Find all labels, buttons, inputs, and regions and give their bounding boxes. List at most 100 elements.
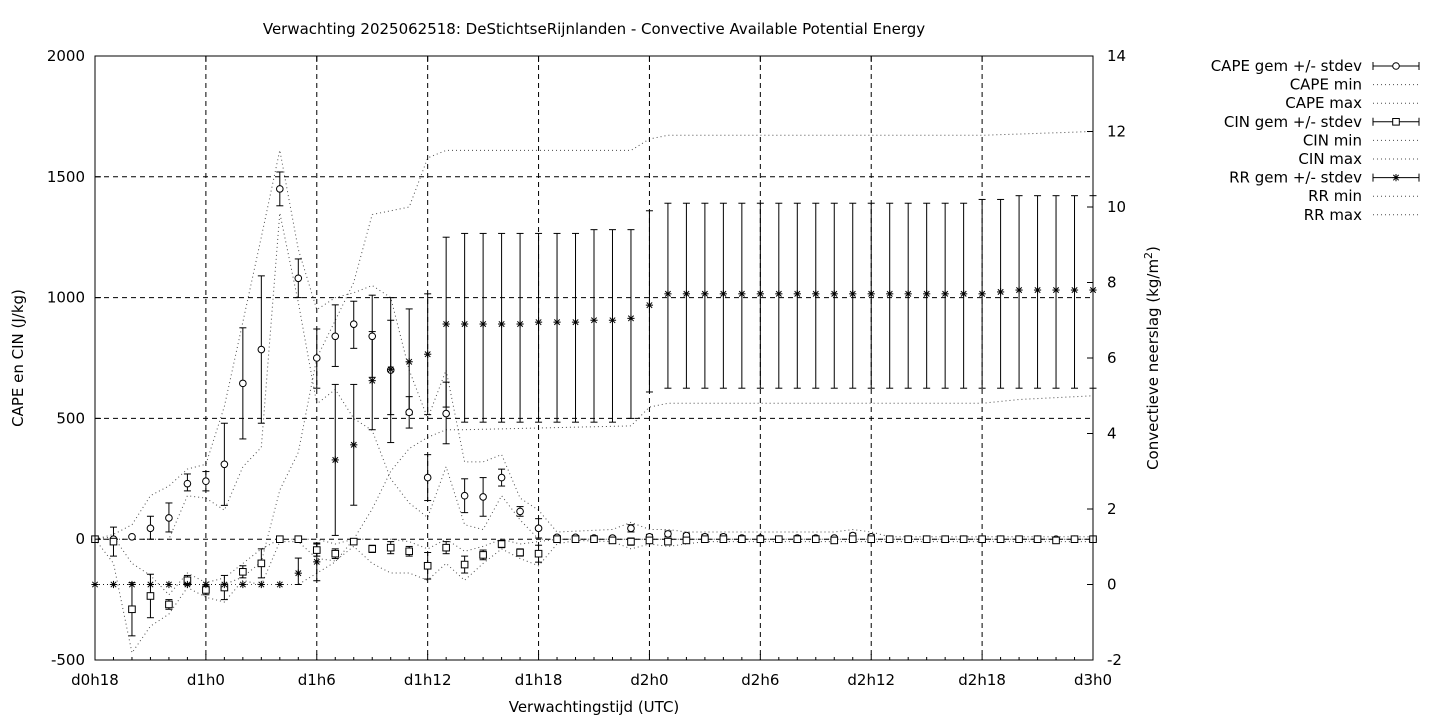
y-right-tick-label: 14 <box>1107 47 1126 65</box>
rr-gem-stdev-point <box>645 301 654 309</box>
rr-gem-stdev-point <box>1015 286 1023 294</box>
cin-gem-stdev-point <box>590 535 598 544</box>
legend-label: RR max <box>1304 206 1362 224</box>
rr-gem-stdev-point <box>701 290 709 298</box>
rr-gem-stdev-point <box>313 558 321 566</box>
cape-gem-stdev-point <box>220 460 229 469</box>
cin-gem-stdev-point <box>701 535 709 544</box>
cin-gem-stdev-point <box>553 535 561 544</box>
cin-gem-stdev-point <box>608 536 617 545</box>
min-max-curves <box>94 131 1094 655</box>
axis-ticks: d0h18 d1h0 d1h6 d1h12 d1h18 d2h0 d2h6 d2h12 d2h1… <box>47 47 1126 689</box>
cin-gem-stdev-point <box>423 561 432 570</box>
rr-gem-stdev-point <box>442 320 450 328</box>
cin-gem-stdev-point <box>331 549 340 558</box>
rr-gem-stdev-point <box>461 320 469 328</box>
rr-gem-stdev-errbar <box>590 229 598 423</box>
x-axis-label: Verwachtingstijd (UTC) <box>509 698 680 716</box>
rr-gem-stdev-point <box>350 441 358 449</box>
legend-label: CAPE min <box>1290 76 1362 94</box>
cin-gem-stdev-point <box>1052 536 1060 545</box>
legend-sample <box>1372 62 1420 70</box>
rr-gem-stdev-errbar <box>627 229 635 419</box>
cin-gem-stdev-point <box>479 551 487 559</box>
y-left-tick-label: 1000 <box>47 289 85 307</box>
rr-gem-stdev-point <box>387 365 395 373</box>
rr-gem-stdev-point <box>368 377 376 385</box>
cape-gem-stdev-point <box>239 379 247 388</box>
cin-max-line <box>94 536 1093 596</box>
x-tick-label: d2h18 <box>958 671 1006 689</box>
rr-gem-stdev-point <box>553 318 561 326</box>
cin-gem-stdev-point <box>830 536 839 545</box>
legend-label: RR min <box>1308 187 1362 205</box>
y-left-tick-label: 1500 <box>47 168 85 186</box>
cin-gem-stdev-point <box>165 600 173 609</box>
cin-gem-stdev-point <box>885 535 894 544</box>
rr-gem-stdev-point <box>608 316 617 324</box>
cape-gem-stdev-point <box>460 491 469 500</box>
rr-gem-stdev-point <box>867 290 875 298</box>
cin-gem-stdev-point <box>1015 535 1023 544</box>
cin-gem-stdev-point <box>294 535 303 544</box>
cin-gem-stdev-point <box>349 537 358 546</box>
cin-gem-stdev-point <box>276 535 284 544</box>
legend-label: CAPE max <box>1285 94 1362 112</box>
cin-gem-stdev-point <box>442 543 450 552</box>
cin-gem-stdev-point <box>645 536 654 545</box>
cape-gem-stdev-point <box>257 345 266 354</box>
cin-gem-stdev-point <box>368 545 377 553</box>
y-right-tick-label: 12 <box>1107 123 1126 141</box>
rr-gem-stdev-point <box>590 316 598 324</box>
y-left-tick-label: -500 <box>51 651 85 669</box>
cin-min-line <box>94 538 1093 655</box>
cin-gem-stdev-point <box>571 535 580 544</box>
y-right-tick-label: 2 <box>1107 500 1117 518</box>
cin-gem-stdev-point <box>257 559 266 568</box>
rr-gem-stdev-point <box>405 358 413 366</box>
cin-gem-stdev-point <box>959 535 968 544</box>
cin-gem-stdev-point <box>811 535 820 544</box>
rr-gem-stdev-point <box>996 288 1005 296</box>
rr-gem-stdev-point <box>775 290 783 298</box>
rr-gem-stdev-point <box>793 290 801 298</box>
rr-gem-stdev-point <box>978 290 986 298</box>
y-axis-left-label: CAPE en CIN (J/kg) <box>9 289 27 427</box>
x-tick-label: d0h18 <box>71 671 119 689</box>
x-tick-label: d2h0 <box>630 671 668 689</box>
rr-gem-stdev-point <box>941 290 949 298</box>
cin-gem-stdev-point <box>405 547 413 556</box>
rr-gem-stdev-point <box>202 580 210 589</box>
legend-label: RR gem +/- stdev <box>1229 169 1362 187</box>
cin-gem-stdev-point <box>146 592 155 600</box>
cape-gem-stdev-point <box>146 524 155 533</box>
cape-gem-stdev-point <box>276 185 284 193</box>
cape-gem-stdev-point <box>405 408 413 417</box>
cin-gem-stdev-point <box>386 543 395 552</box>
rr-gem-stdev-errbar <box>516 232 524 423</box>
cape-gem-stdev-point <box>664 530 672 538</box>
rr-gem-stdev-point <box>738 290 746 298</box>
x-tick-label: d2h12 <box>847 671 895 689</box>
legend-label: CIN min <box>1303 131 1362 149</box>
cape-gem-stdev-point <box>312 354 321 362</box>
legend-label: CIN gem +/- stdev <box>1224 113 1362 131</box>
rr-gem-stdev-point <box>664 290 672 298</box>
cin-gem-stdev-point <box>1033 535 1042 544</box>
cin-gem-stdev-point <box>460 560 469 569</box>
rr-gem-stdev-point <box>682 290 691 298</box>
cin-gem-stdev-point <box>109 537 118 546</box>
rr-gem-stdev-point <box>904 290 912 298</box>
rr-gem-stdev-point <box>627 314 635 322</box>
cape-gem-stdev-point <box>294 274 303 283</box>
cin-gem-stdev-point <box>516 548 524 557</box>
rr-gem-stdev-errbar <box>572 232 580 423</box>
rr-min-line <box>95 395 1094 585</box>
cape-gem-stdev-point <box>516 507 524 516</box>
y-right-tick-label: 8 <box>1107 274 1117 292</box>
y-right-tick-label: -2 <box>1107 651 1122 669</box>
cape-gem-stdev-point <box>165 514 173 522</box>
cape-gem-stdev-point <box>183 479 192 488</box>
